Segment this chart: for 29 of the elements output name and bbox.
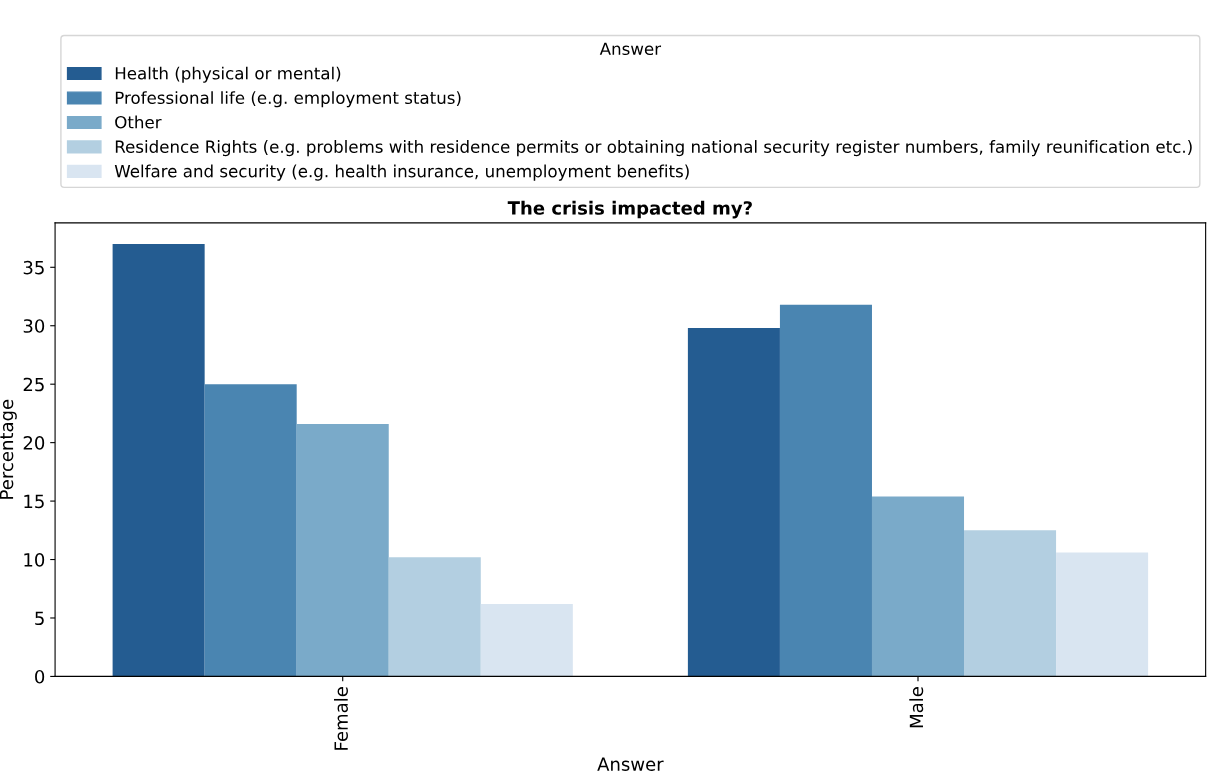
bar xyxy=(871,496,965,677)
y-tick-label: 10 xyxy=(24,552,45,567)
y-tick-label: 15 xyxy=(24,494,44,509)
bar xyxy=(204,384,297,677)
bar xyxy=(779,304,872,677)
bar xyxy=(112,243,205,677)
legend-label: Health (physical or mental) xyxy=(115,66,341,83)
legend-label: Residence Rights (e.g. problems with residence permits or obtaining national security register numbers, family reunification etc.) xyxy=(115,140,1192,157)
y-tick-label: 20 xyxy=(23,436,45,450)
bar xyxy=(687,328,780,677)
x-axis-title: Answer xyxy=(597,757,664,771)
y-axis-title: Percentage xyxy=(0,399,17,499)
x-tick-label: Female xyxy=(333,687,348,750)
legend-label: Welfare and security (e.g. health insurance, unemployment benefits) xyxy=(114,164,689,181)
chart-title: The crisis impacted my? xyxy=(507,200,752,219)
bar xyxy=(964,530,1057,677)
bar xyxy=(388,557,481,677)
y-tick-label: 30 xyxy=(23,319,45,333)
legend-label: Professional life (e.g. employment status) xyxy=(115,91,461,108)
y-tick-label: 35 xyxy=(23,260,44,275)
y-tick-label: 5 xyxy=(35,611,44,626)
bar xyxy=(480,603,573,677)
y-tick-label: 25 xyxy=(23,377,44,392)
bar xyxy=(296,423,389,677)
bar xyxy=(1056,552,1149,677)
y-tick-label: 0 xyxy=(35,669,45,684)
x-tick-label: Male xyxy=(909,687,924,728)
legend-title: Answer xyxy=(599,42,662,56)
legend-label: Other xyxy=(115,115,162,129)
